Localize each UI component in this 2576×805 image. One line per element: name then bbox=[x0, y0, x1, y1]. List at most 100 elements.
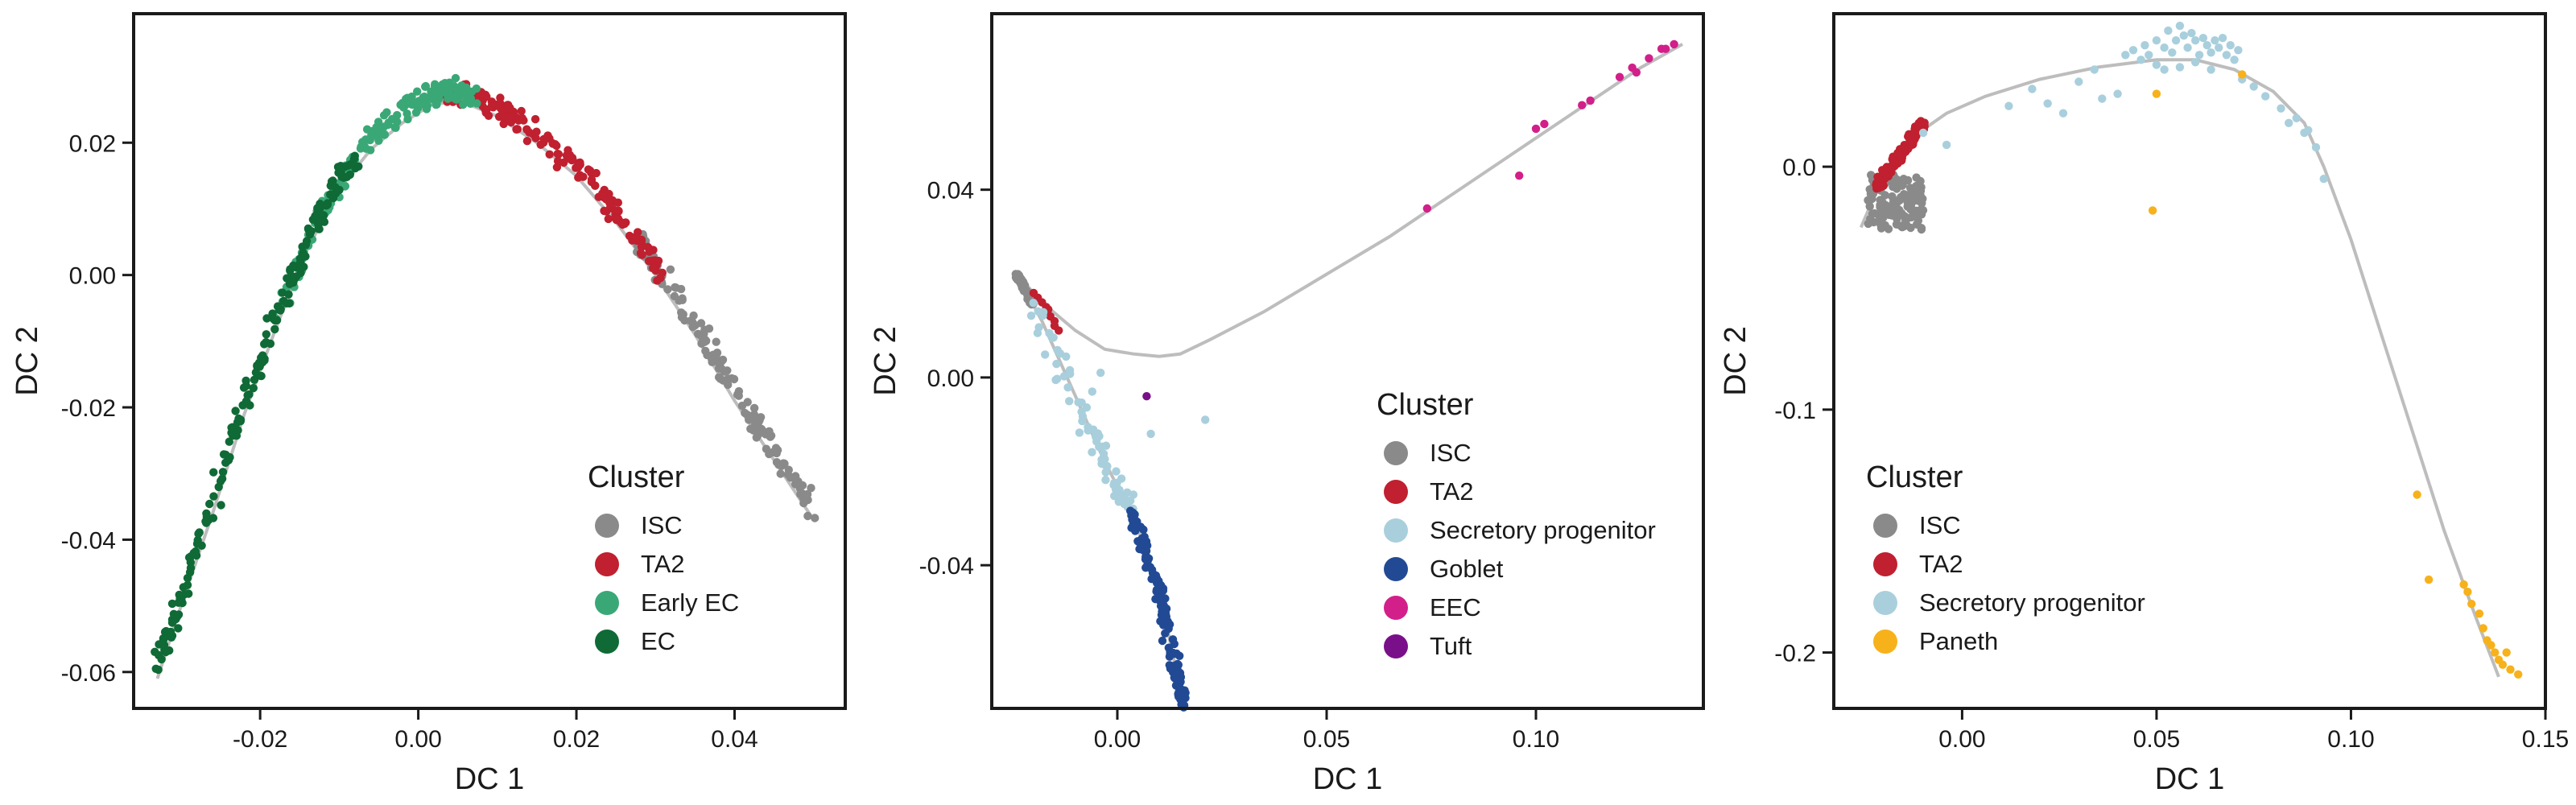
data-point bbox=[231, 407, 240, 415]
legend-swatch bbox=[595, 552, 619, 576]
data-point bbox=[362, 125, 372, 134]
data-point bbox=[504, 114, 513, 124]
data-point bbox=[1170, 674, 1179, 683]
data-point bbox=[708, 350, 718, 359]
data-point bbox=[1142, 392, 1151, 401]
data-point bbox=[1913, 217, 1923, 225]
data-point bbox=[1906, 201, 1915, 211]
data-point bbox=[512, 125, 522, 134]
data-point bbox=[2211, 36, 2219, 45]
data-point bbox=[1615, 72, 1624, 81]
data-point bbox=[517, 106, 526, 116]
data-point bbox=[1912, 173, 1921, 182]
data-point bbox=[1074, 398, 1083, 407]
chart-panel-3: 0.00 0.05 0.10 0.15 -0.2 -0.1 0.0 DC 1 DC 2 Clust… bbox=[1719, 12, 2569, 796]
series-tuft bbox=[1142, 392, 1151, 401]
data-point bbox=[701, 346, 710, 356]
data-point bbox=[407, 96, 416, 105]
data-point bbox=[229, 431, 237, 440]
data-point bbox=[1882, 171, 1892, 180]
series-isc bbox=[1864, 170, 1928, 234]
data-point bbox=[159, 634, 168, 643]
data-point bbox=[2136, 56, 2145, 64]
data-point bbox=[2191, 58, 2200, 67]
legend-swatch bbox=[1384, 596, 1408, 620]
data-point bbox=[296, 258, 305, 266]
data-point bbox=[1914, 187, 1923, 196]
data-point bbox=[1540, 119, 1549, 129]
data-point bbox=[457, 81, 466, 90]
data-point bbox=[1147, 565, 1157, 575]
data-point bbox=[1065, 397, 1074, 406]
data-point bbox=[1158, 636, 1167, 646]
data-point bbox=[260, 356, 269, 365]
data-point bbox=[496, 99, 505, 108]
data-point bbox=[2230, 56, 2239, 64]
data-point bbox=[552, 163, 562, 171]
data-point bbox=[2491, 648, 2500, 657]
data-point bbox=[1088, 387, 1097, 396]
data-point bbox=[1019, 287, 1028, 295]
legend-label: EC bbox=[641, 627, 675, 655]
data-points bbox=[1011, 39, 1678, 712]
legend-label: Goblet bbox=[1430, 555, 1504, 583]
data-point bbox=[1918, 128, 1928, 138]
data-point bbox=[554, 150, 564, 159]
data-point bbox=[154, 665, 163, 675]
data-point bbox=[753, 431, 762, 440]
data-point bbox=[2128, 46, 2138, 55]
data-point bbox=[637, 242, 646, 251]
legend-title: Cluster bbox=[1866, 460, 1963, 494]
data-point bbox=[686, 316, 695, 325]
data-point bbox=[205, 499, 214, 509]
chart-panel-2: 0.00 0.05 0.10 -0.04 0.00 0.04 DC 1 DC 2 Cluster… bbox=[869, 12, 1705, 796]
data-point bbox=[2479, 624, 2487, 633]
data-point bbox=[1515, 171, 1524, 180]
data-point bbox=[614, 206, 623, 215]
x-tick-label: 0.04 bbox=[711, 726, 758, 753]
data-point bbox=[1034, 323, 1043, 332]
data-point bbox=[1914, 196, 1923, 205]
x-axis-label: DC 1 bbox=[455, 762, 525, 796]
data-point bbox=[2463, 588, 2472, 597]
data-point bbox=[1632, 68, 1641, 77]
data-point bbox=[481, 108, 490, 118]
data-point bbox=[1084, 423, 1092, 431]
data-point bbox=[1065, 365, 1075, 375]
data-point bbox=[270, 324, 279, 334]
data-point bbox=[428, 90, 437, 99]
data-point bbox=[803, 511, 812, 521]
data-point bbox=[1872, 179, 1881, 188]
data-point bbox=[169, 609, 179, 618]
data-point bbox=[618, 220, 627, 229]
legend-label: Secretory progenitor bbox=[1430, 516, 1656, 544]
data-point bbox=[2140, 41, 2149, 50]
data-point bbox=[786, 473, 795, 482]
data-point bbox=[1166, 647, 1174, 656]
data-point bbox=[174, 624, 183, 633]
data-point bbox=[666, 265, 675, 274]
data-point bbox=[1901, 221, 1911, 229]
y-tick-label: -0.2 bbox=[1774, 641, 1816, 667]
data-point bbox=[1201, 415, 1210, 424]
data-point bbox=[1045, 328, 1054, 338]
data-point bbox=[663, 285, 672, 294]
data-point bbox=[712, 337, 720, 346]
data-point bbox=[1038, 298, 1046, 307]
data-point bbox=[1012, 274, 1022, 283]
data-point bbox=[328, 190, 336, 199]
data-point bbox=[2261, 92, 2270, 101]
data-point bbox=[525, 128, 534, 137]
data-point bbox=[2183, 43, 2192, 52]
legend-swatch bbox=[1384, 480, 1408, 504]
data-point bbox=[1161, 629, 1170, 638]
data-point bbox=[545, 150, 554, 159]
chart-panel-1: -0.02 0.00 0.02 0.04 -0.06 -0.04 -0.02 0.00 0.02… bbox=[10, 12, 847, 796]
data-point bbox=[331, 183, 340, 192]
data-point bbox=[2226, 41, 2235, 50]
data-point bbox=[442, 82, 451, 91]
data-point bbox=[2475, 609, 2484, 618]
data-point bbox=[2164, 26, 2173, 35]
data-point bbox=[531, 134, 540, 142]
data-point bbox=[1059, 372, 1069, 381]
